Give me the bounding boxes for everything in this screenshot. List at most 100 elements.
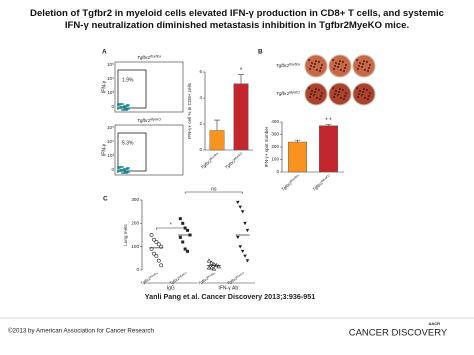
point <box>206 258 212 263</box>
point <box>186 249 190 253</box>
genotype-base: Tgfbr2 <box>169 276 181 285</box>
spot <box>363 88 365 90</box>
flow-tick: 10⁴ <box>107 139 114 144</box>
y-tick-label: 0 <box>199 147 202 152</box>
spot <box>369 92 371 94</box>
genotype-label: Tgfbr2flox/flox <box>139 270 160 285</box>
flow-dot <box>128 108 130 110</box>
y-tick-label: 0 <box>136 267 139 272</box>
spot <box>339 88 341 90</box>
point <box>238 245 243 249</box>
spot <box>364 97 366 99</box>
genotype-label: Tgfbr2MyeKO <box>137 117 161 123</box>
error-bar <box>294 139 301 142</box>
flow-dot <box>120 170 122 172</box>
y-tick-label: 400 <box>271 119 279 124</box>
elispot-well <box>352 82 376 106</box>
point <box>152 251 156 256</box>
genotype-label: Tgfbr2MyeKO <box>311 173 332 192</box>
spot <box>356 87 358 89</box>
flow-dot <box>124 169 126 171</box>
point <box>181 221 185 225</box>
point <box>243 221 247 226</box>
spot <box>332 59 334 61</box>
elispot-well <box>304 82 328 106</box>
error-bar <box>214 119 220 131</box>
spot <box>315 88 317 90</box>
genotype-base: Tgfbr2 <box>276 63 290 68</box>
spot <box>359 90 361 92</box>
spot <box>335 62 337 64</box>
y-tick-label: 100 <box>271 157 279 162</box>
y-axis-label: IFN-γ+ spot number <box>264 126 269 167</box>
flow-dot <box>117 171 119 173</box>
spot <box>366 89 368 91</box>
elispot-well <box>304 54 328 78</box>
bar <box>319 125 339 173</box>
genotype-label: Tgfbr2MyeKO <box>226 271 246 286</box>
spot <box>319 70 321 72</box>
spot <box>339 60 341 62</box>
genotype-base: Tgfbr2 <box>140 276 152 285</box>
genotype-sup: MyeKO <box>289 90 300 94</box>
spot <box>335 90 337 92</box>
point <box>149 247 154 251</box>
genotype-label: Tgfbr2flox/flox <box>276 62 301 68</box>
spot <box>359 62 361 64</box>
spot <box>361 94 363 96</box>
treatment-label: IFN-γ Ab <box>218 285 238 291</box>
significance: * * <box>325 118 332 124</box>
spot <box>332 87 334 89</box>
point <box>209 260 214 265</box>
spot <box>364 69 366 71</box>
genotype-label: Tgfbr2MyeKO <box>223 151 244 170</box>
flow-dot <box>122 166 124 168</box>
flow-dot <box>127 168 129 170</box>
spot <box>344 95 346 97</box>
copyright: ©2013 by American Association for Cancer… <box>8 328 154 335</box>
slide-title: Deletion of Tgfbr2 in myeloid cells elev… <box>30 8 444 31</box>
point <box>206 265 212 270</box>
y-tick-label: 300 <box>131 197 139 202</box>
flow-dot <box>120 107 122 109</box>
point <box>216 264 221 269</box>
flow-dot <box>126 172 128 174</box>
spot <box>345 64 347 66</box>
spot <box>334 65 336 67</box>
spot <box>362 63 364 65</box>
point <box>209 265 214 270</box>
genotype-base: Tgfbr2 <box>137 118 151 123</box>
flow-dot <box>124 106 126 108</box>
point <box>156 242 161 247</box>
spot <box>337 94 339 96</box>
spot <box>311 62 313 64</box>
flow-dot <box>128 171 130 173</box>
genotype-sup: flox/flox <box>209 151 220 161</box>
significance-bracket <box>156 227 186 230</box>
genotype-label: Tgfbr2flox/flox <box>137 54 162 60</box>
flow-gate <box>117 132 147 172</box>
spot <box>309 96 311 98</box>
spot <box>316 97 318 99</box>
spot <box>366 61 368 63</box>
genotype-base: Tgfbr2 <box>276 91 290 96</box>
point <box>238 205 243 209</box>
spot <box>308 59 310 61</box>
genotype-base: Tgfbr2 <box>198 276 210 285</box>
spot <box>334 93 336 95</box>
gate-percent: 5.3% <box>122 140 134 146</box>
citation: Yanli Pang et al. Cancer Discovery 2013;… <box>145 292 316 301</box>
point <box>159 244 164 249</box>
significance-bracket <box>184 191 243 194</box>
flow-dot <box>126 109 128 111</box>
point <box>186 228 190 232</box>
flow-tick: 10⁴ <box>107 76 114 81</box>
spot <box>311 90 313 92</box>
flow-tick: 0 <box>111 104 114 109</box>
treatment-label: IgG <box>167 285 175 291</box>
flow-tick: 10³ <box>107 153 114 158</box>
genotype-sup: MyeKO <box>178 271 188 279</box>
spot <box>357 68 359 70</box>
spot <box>362 91 364 93</box>
spot <box>361 66 363 68</box>
